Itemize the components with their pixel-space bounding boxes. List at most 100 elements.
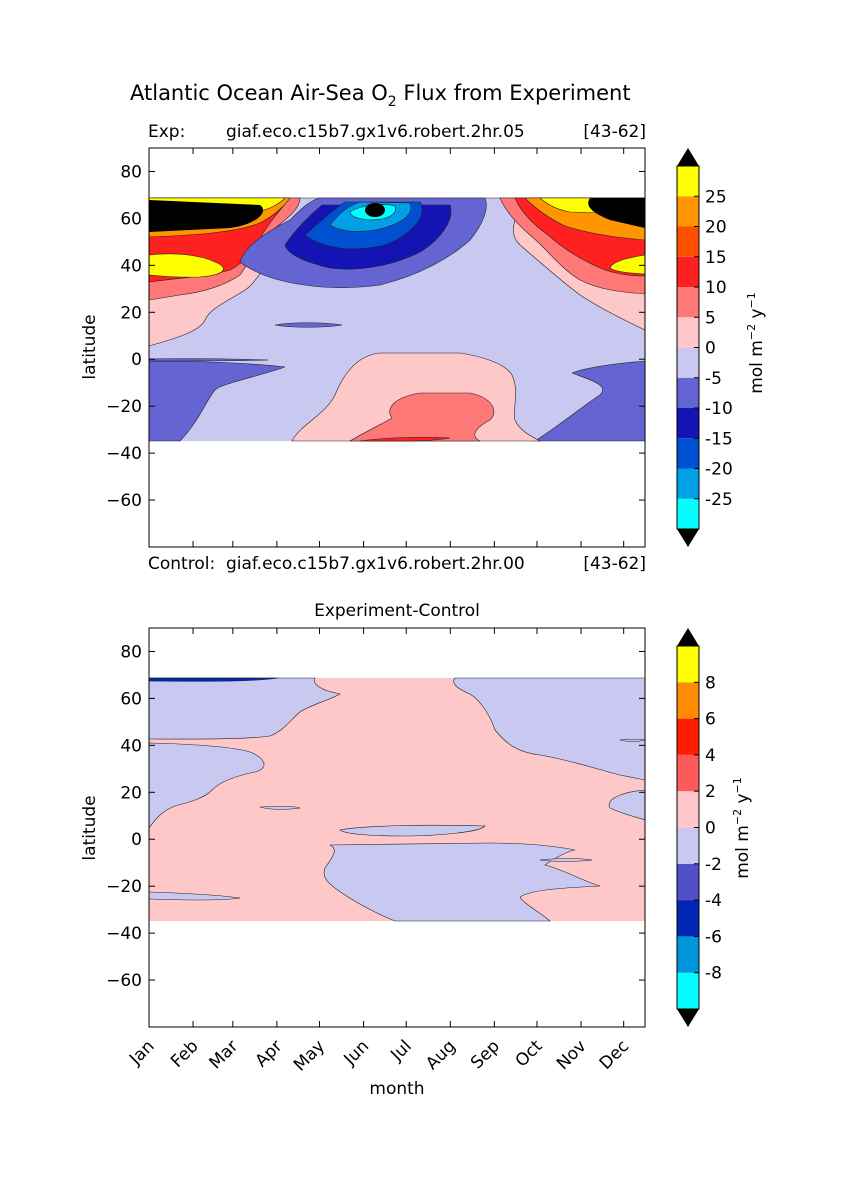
- region-lavender-e: [608, 789, 645, 821]
- colorbar-over-arrow: [677, 148, 699, 166]
- colorbar-segment: [677, 827, 699, 864]
- y-tick-label: 40: [120, 256, 142, 276]
- colorbar-tick-label: -5: [705, 369, 722, 389]
- y-tick-label: 80: [120, 162, 142, 182]
- difference-contours: [149, 628, 645, 1027]
- y-tick-label: −60: [106, 971, 142, 991]
- difference-axes-frame: [148, 627, 646, 1028]
- region-lavender-ne: [453, 677, 645, 781]
- x-tick-label: Jul: [386, 1036, 415, 1065]
- experiment-x-ticks: [148, 148, 625, 547]
- filament-s20: [149, 891, 241, 901]
- difference-colorbar-label: mol m−2 y−1: [731, 777, 753, 879]
- colorbar-segment: [677, 791, 699, 828]
- colorbar-tick-label: 10: [705, 278, 727, 298]
- y-tick-label: 0: [131, 350, 142, 370]
- colorbar-segment: [677, 377, 699, 408]
- y-tick-label: −20: [106, 877, 142, 897]
- x-tick-label: Jan: [125, 1036, 158, 1069]
- colorbar-tick-label: -25: [705, 490, 733, 510]
- colorbar-segment: [677, 646, 699, 683]
- x-tick-label: Jun: [340, 1036, 374, 1070]
- colorbar-tick-label: 8: [705, 673, 716, 693]
- experiment-y-label: latitude: [80, 314, 100, 379]
- region-lavender-nw: [149, 677, 341, 740]
- y-tick-label: 20: [120, 303, 142, 323]
- colorbar-segment: [677, 718, 699, 755]
- experiment-colorbar-label: mol m−2 y−1: [745, 292, 767, 394]
- region-lavender-w: [149, 742, 265, 829]
- colorbar-tick-label: -8: [705, 964, 722, 984]
- colorbar-segment: [677, 754, 699, 792]
- x-tick-label: Dec: [596, 1036, 633, 1073]
- experiment-colorbar: 25 20 15 10 5 0 -5 -10 -15 -20 -25: [676, 148, 733, 547]
- y-tick-label: −40: [106, 444, 142, 464]
- colorbar-under-arrow: [677, 1009, 699, 1027]
- difference-x-label: month: [369, 1079, 424, 1099]
- figure-title: Atlantic Ocean Air-Sea O2 Flux from Expe…: [130, 81, 631, 110]
- colorbar-segment: [677, 256, 699, 287]
- filament-n43: [619, 739, 645, 742]
- region-blue-se: [533, 360, 645, 442]
- colorbar-segment: [677, 863, 699, 901]
- x-tick-label: Apr: [251, 1036, 286, 1071]
- colorbar-segment: [677, 438, 699, 469]
- experiment-panel: Exp: giaf.eco.c15b7.gx1v6.robert.2hr.05 …: [80, 122, 767, 548]
- colorbar-tick-label: -20: [705, 460, 733, 480]
- region-blue-sw: [149, 360, 286, 442]
- colorbar-segment: [677, 468, 699, 499]
- exp-label: Exp:: [148, 122, 185, 142]
- colorbar-segment: [677, 936, 699, 973]
- y-tick-label: 60: [120, 689, 142, 709]
- y-tick-label: −20: [106, 397, 142, 417]
- x-tick-label: May: [290, 1036, 329, 1075]
- colorbar-segment: [677, 166, 699, 197]
- colorbar-tick-label: -10: [705, 399, 733, 419]
- difference-y-label: latitude: [80, 795, 100, 860]
- filament-eq: [149, 358, 269, 362]
- colorbar-tick-label: 0: [705, 819, 716, 839]
- colorbar-tick-label: 4: [705, 746, 716, 766]
- y-tick-label: −60: [106, 491, 142, 511]
- region-black-center: [365, 203, 385, 217]
- filament-15n: [274, 322, 343, 328]
- y-tick-label: 20: [120, 783, 142, 803]
- colorbar-segment: [677, 498, 699, 529]
- colorbar-tick-label: 5: [705, 308, 716, 328]
- region-deepred-south: [359, 436, 451, 442]
- region-darkblue-nw: [149, 677, 279, 682]
- x-tick-label: Aug: [422, 1036, 460, 1074]
- colorbar-tick-label: -2: [705, 855, 722, 875]
- colorbar-tick-label: 25: [705, 187, 727, 207]
- x-tick-label: Oct: [512, 1036, 547, 1071]
- experiment-y-axis: 80 60 40 20 0 −20 −40 −60: [106, 162, 645, 511]
- x-tick-label: Nov: [553, 1036, 591, 1074]
- colorbar-tick-label: 0: [705, 339, 716, 359]
- difference-colorbar: 8 6 4 2 0 -2 -4 -6 -8: [676, 628, 722, 1027]
- colorbar-tick-label: -15: [705, 429, 733, 449]
- experiment-contours: [149, 148, 645, 547]
- region-lavender-eq: [339, 824, 486, 837]
- colorbar-tick-label: 6: [705, 710, 716, 730]
- colorbar-segment: [677, 287, 699, 318]
- x-tick-label: Sep: [467, 1036, 504, 1073]
- colorbar-over-arrow: [677, 628, 699, 646]
- colorbar-segment: [677, 682, 699, 719]
- colorbar-segment: [677, 408, 699, 439]
- region-black-nw: [149, 200, 264, 232]
- y-tick-label: 40: [120, 736, 142, 756]
- exp-case-name: giaf.eco.c15b7.gx1v6.robert.2hr.05: [226, 122, 525, 142]
- filament-n13: [259, 806, 301, 810]
- y-tick-label: 0: [131, 830, 142, 850]
- region-black-ne: [588, 198, 645, 228]
- colorbar-under-arrow: [677, 529, 699, 547]
- region-red-south: [348, 392, 495, 442]
- colorbar-tick-label: -6: [705, 927, 722, 947]
- colorbar-tick-label: 15: [705, 248, 727, 268]
- exp-years: [43-62]: [583, 122, 646, 142]
- difference-title: Experiment-Control: [314, 601, 480, 621]
- colorbar-tick-label: 20: [705, 218, 727, 238]
- control-years: [43-62]: [583, 554, 646, 574]
